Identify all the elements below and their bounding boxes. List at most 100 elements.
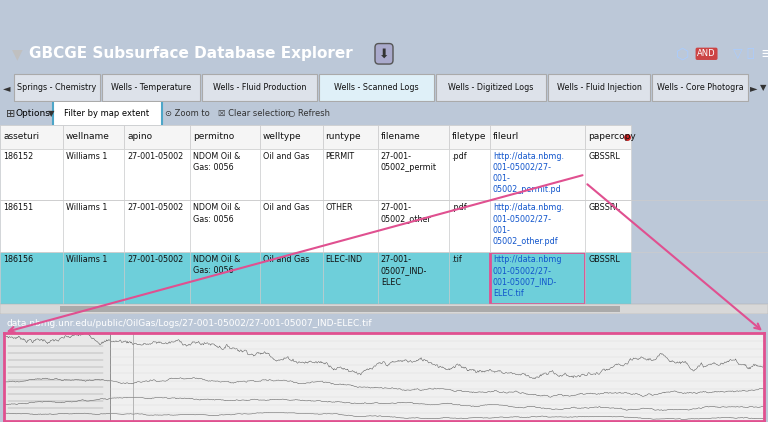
Bar: [0, 125, 63, 149]
Bar: [378, 200, 449, 252]
Bar: [4, 333, 111, 421]
Text: http://data.nbmg.
001-05002/27-
001-
05002_other.pdf: http://data.nbmg. 001-05002/27- 001- 050…: [493, 203, 564, 246]
Text: Wells - Fluid Injection: Wells - Fluid Injection: [557, 83, 641, 92]
Bar: [378, 125, 449, 149]
Text: runtype: runtype: [326, 133, 361, 141]
Text: http://data.nbmg
001-05002/27-
001-05007_IND-
ELEC.tif: http://data.nbmg 001-05002/27- 001-05007…: [493, 255, 561, 298]
Bar: [124, 125, 190, 149]
Text: filetype: filetype: [452, 133, 486, 141]
Text: ◄: ◄: [3, 83, 11, 93]
Bar: [585, 200, 631, 252]
Text: Options: Options: [16, 109, 51, 118]
Bar: [548, 74, 650, 101]
Text: ⊞: ⊞: [6, 109, 15, 119]
Bar: [585, 125, 631, 149]
Bar: [449, 252, 490, 304]
Bar: [378, 149, 449, 200]
Bar: [490, 125, 585, 149]
Text: welltype: welltype: [263, 133, 301, 141]
Text: 27-001-
05002_other: 27-001- 05002_other: [381, 203, 432, 224]
Bar: [436, 74, 546, 101]
Bar: [490, 149, 585, 200]
Text: Wells - Temperature: Wells - Temperature: [111, 83, 191, 92]
Bar: [260, 200, 323, 252]
Text: NDOM Oil &
Gas: 0056: NDOM Oil & Gas: 0056: [194, 255, 241, 276]
Bar: [0, 149, 63, 200]
Bar: [378, 252, 449, 304]
Bar: [190, 125, 260, 149]
Text: ⊙ Zoom to: ⊙ Zoom to: [165, 109, 210, 118]
Text: NDOM Oil &
Gas: 0056: NDOM Oil & Gas: 0056: [194, 203, 241, 224]
Bar: [260, 252, 323, 304]
Bar: [63, 252, 124, 304]
Bar: [60, 306, 620, 312]
Text: ⬡: ⬡: [676, 46, 689, 61]
Text: asseturi: asseturi: [3, 133, 39, 141]
Text: Oil and Gas: Oil and Gas: [263, 255, 309, 264]
Bar: [652, 74, 748, 101]
Text: wellname: wellname: [66, 133, 110, 141]
Bar: [124, 200, 190, 252]
Text: 27-001-
05007_IND-
ELEC: 27-001- 05007_IND- ELEC: [381, 255, 427, 287]
Bar: [449, 149, 490, 200]
Bar: [449, 200, 490, 252]
Text: ○ Refresh: ○ Refresh: [288, 109, 330, 118]
Text: ►: ►: [750, 83, 757, 93]
Bar: [124, 149, 190, 200]
Text: AND: AND: [697, 49, 716, 58]
Text: filename: filename: [381, 133, 421, 141]
Text: ≡: ≡: [760, 46, 768, 61]
Text: GBSSRL: GBSSRL: [588, 203, 620, 212]
Text: .tif: .tif: [452, 255, 462, 264]
Text: 27-001-05002: 27-001-05002: [127, 203, 184, 212]
Text: ☒ Clear selection: ☒ Clear selection: [218, 109, 291, 118]
Bar: [490, 252, 585, 304]
Bar: [124, 252, 190, 304]
Bar: [63, 200, 124, 252]
Bar: [323, 252, 378, 304]
Bar: [63, 125, 124, 149]
Text: Wells - Digitized Logs: Wells - Digitized Logs: [449, 83, 534, 92]
Bar: [323, 200, 378, 252]
Bar: [0, 200, 63, 252]
Bar: [260, 149, 323, 200]
Text: data.nbmg.unr.edu/public/OilGas/Logs/27-001-05002/27-001-05007_IND-ELEC.tif: data.nbmg.unr.edu/public/OilGas/Logs/27-…: [6, 319, 372, 327]
Text: ▽: ▽: [733, 47, 743, 60]
Text: Williams 1: Williams 1: [66, 151, 108, 160]
Text: GBSSRL: GBSSRL: [588, 255, 620, 264]
Text: Wells - Fluid Production: Wells - Fluid Production: [213, 83, 306, 92]
Text: OTHER: OTHER: [326, 203, 353, 212]
Text: Filter by map extent: Filter by map extent: [65, 109, 150, 118]
Text: ▼: ▼: [12, 47, 22, 61]
Text: .pdf: .pdf: [452, 151, 467, 160]
Bar: [585, 252, 631, 304]
Bar: [323, 149, 378, 200]
Bar: [202, 74, 317, 101]
Text: 27-001-
05002_permit: 27-001- 05002_permit: [381, 151, 437, 172]
Text: 186151: 186151: [3, 203, 33, 212]
Bar: [0, 304, 768, 314]
Text: 27-001-05002: 27-001-05002: [127, 151, 184, 160]
Text: ⬇: ⬇: [379, 47, 389, 60]
Text: 186152: 186152: [3, 151, 33, 160]
Text: NDOM Oil &
Gas: 0056: NDOM Oil & Gas: 0056: [194, 151, 241, 172]
Bar: [102, 74, 200, 101]
Bar: [585, 149, 631, 200]
Bar: [319, 74, 434, 101]
Text: ▼: ▼: [760, 83, 766, 92]
Text: Wells - Core Photogra: Wells - Core Photogra: [657, 83, 743, 92]
Bar: [323, 125, 378, 149]
Text: GBCGE Subsurface Database Explorer: GBCGE Subsurface Database Explorer: [29, 46, 353, 61]
Text: Wells - Scanned Logs: Wells - Scanned Logs: [334, 83, 419, 92]
Text: Oil and Gas: Oil and Gas: [263, 203, 309, 212]
Bar: [260, 125, 323, 149]
Text: Williams 1: Williams 1: [66, 203, 108, 212]
Bar: [190, 252, 260, 304]
Text: Williams 1: Williams 1: [66, 255, 108, 264]
Text: Springs - Chemistry: Springs - Chemistry: [18, 83, 97, 92]
Bar: [190, 149, 260, 200]
Bar: [14, 74, 100, 101]
Bar: [449, 125, 490, 149]
Text: GBSSRL: GBSSRL: [588, 151, 620, 160]
Bar: [490, 200, 585, 252]
